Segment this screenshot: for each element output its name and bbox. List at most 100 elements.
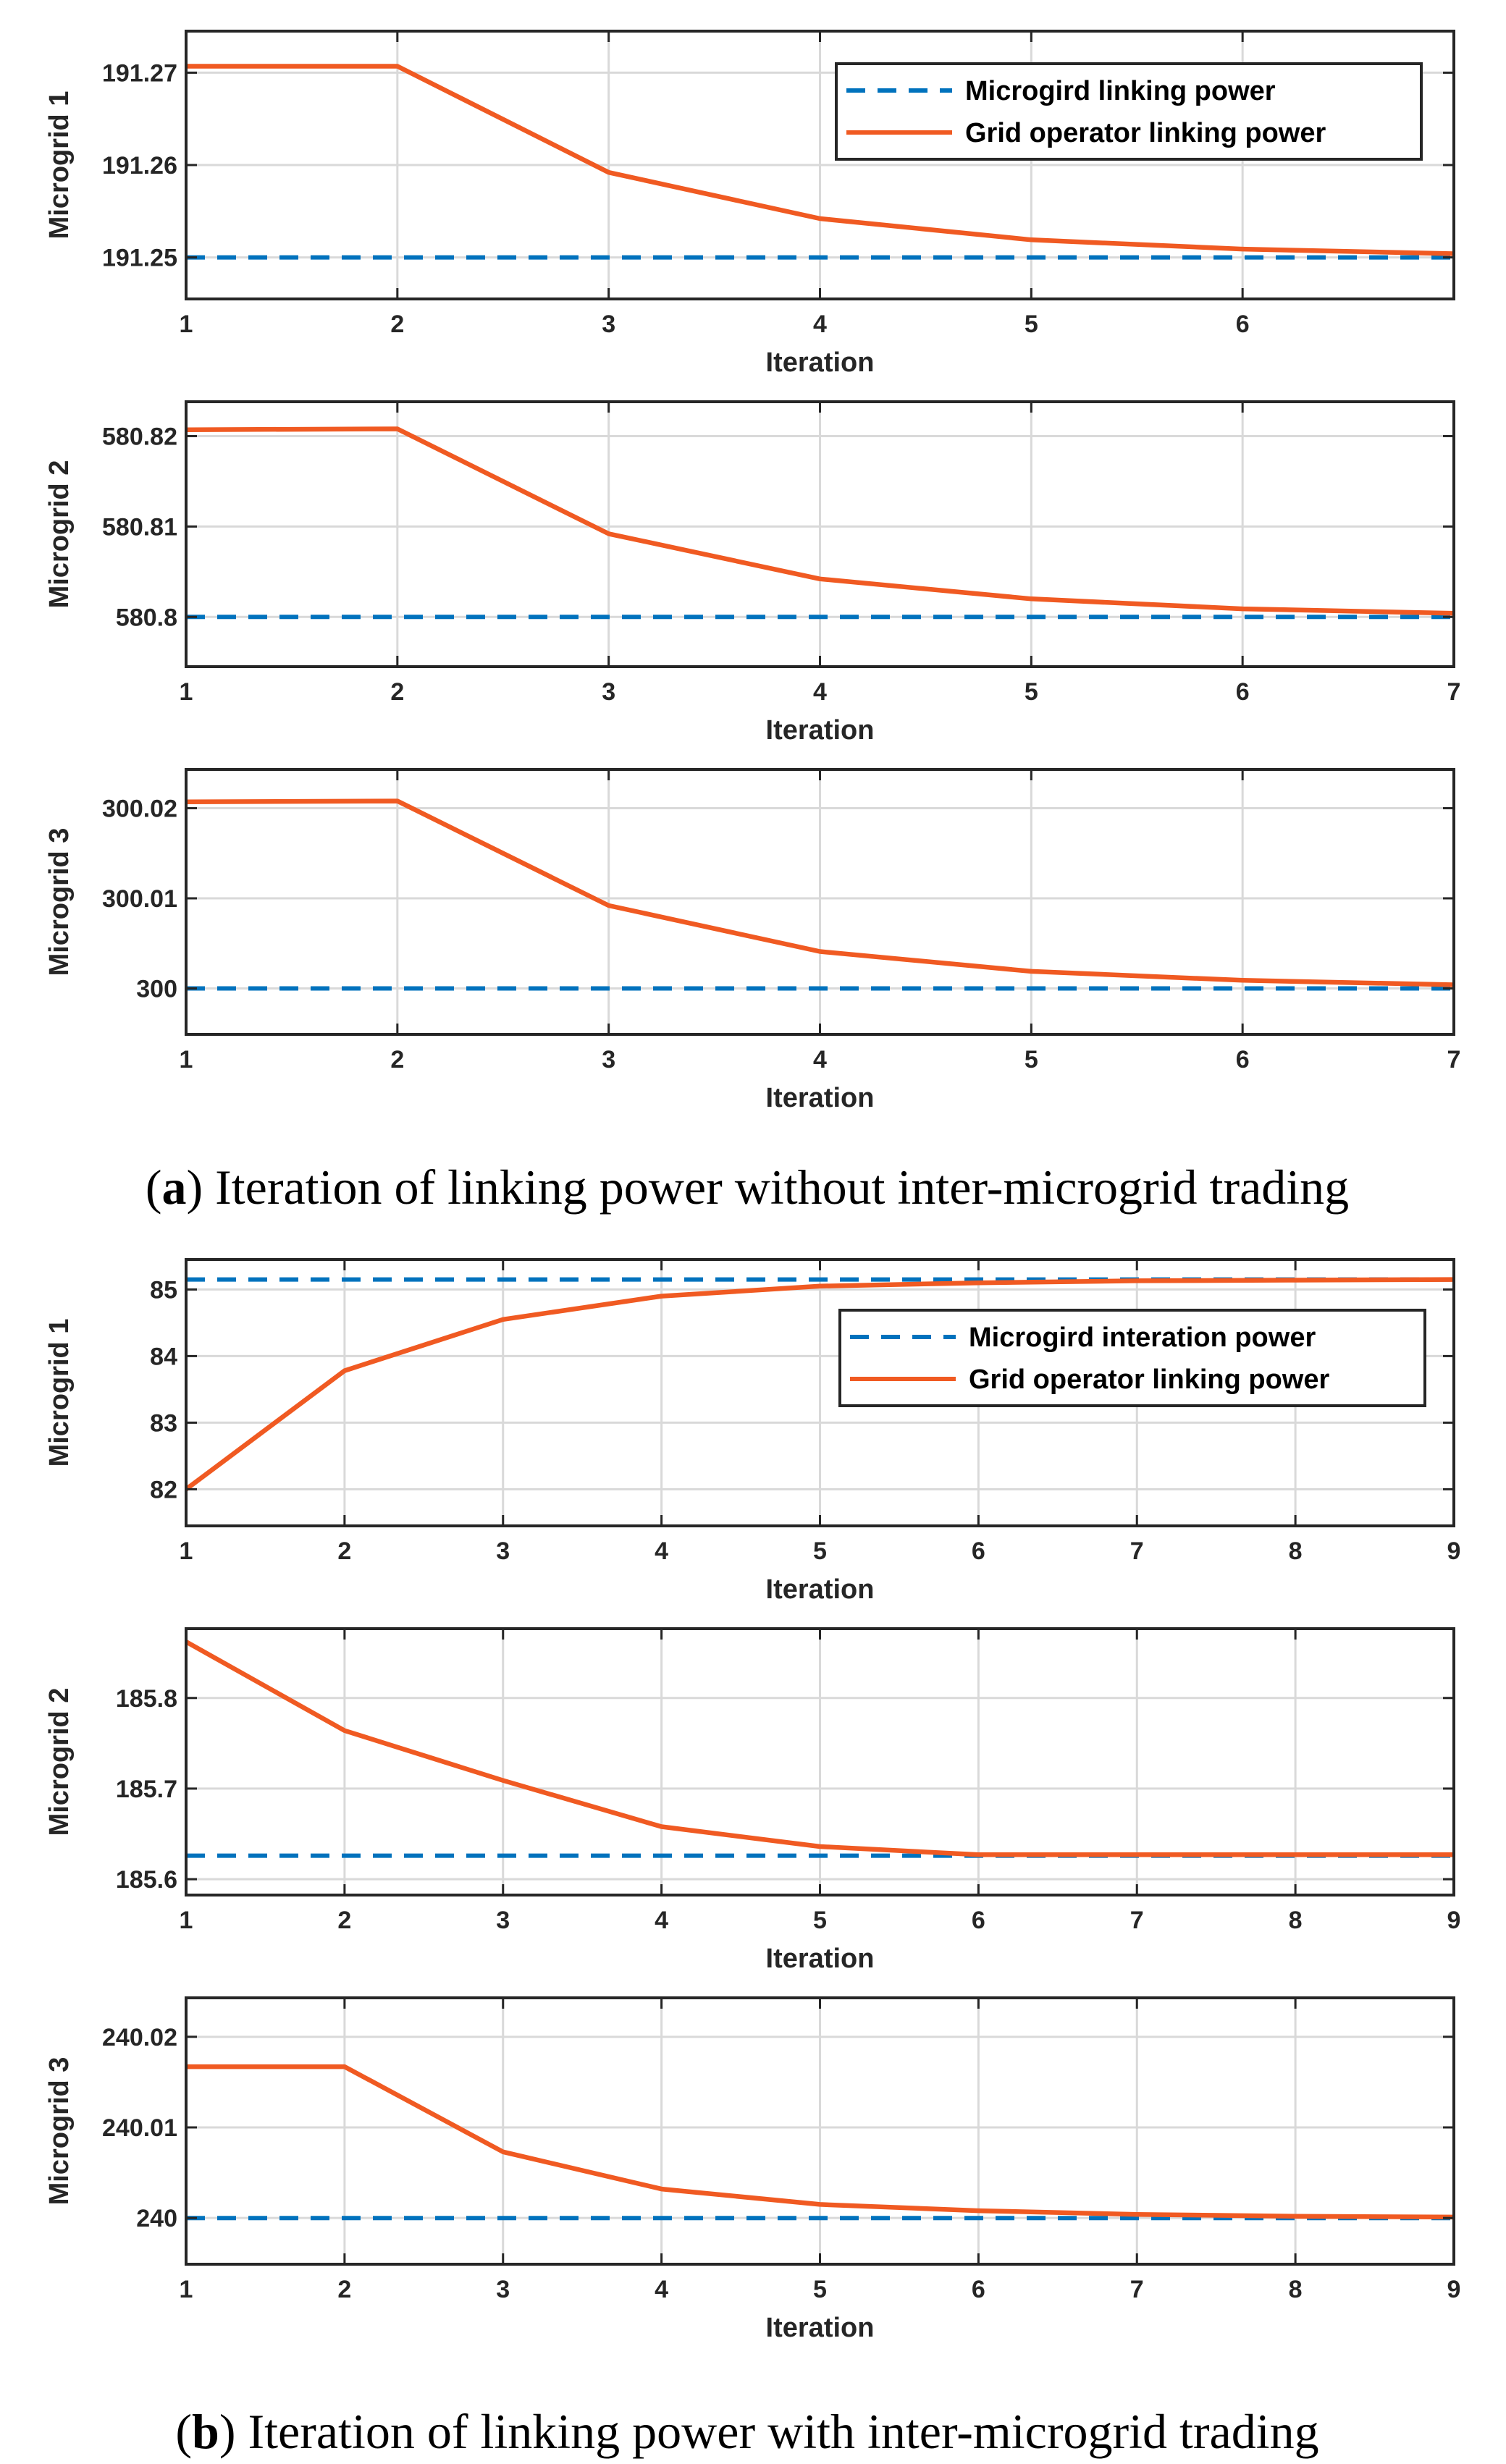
caption-a-label: a (161, 1160, 186, 1215)
x-tick-label: 2 (337, 2276, 351, 2303)
solid-series-line-a2 (185, 426, 1455, 616)
x-axis-label: Iteration (766, 1574, 875, 1605)
x-tick-label: 4 (813, 1046, 827, 1073)
chart-b1: 1 2 3 4 5 6 7 8 9 82 83 84 85 Iteration Microgrid 1 Mic… (44, 1258, 1461, 1605)
plots-layer: 1 2 3 4 5 6 191.25 191.26 191.27 Iteration Microgr… (44, 30, 1461, 2343)
legend: Microgird interation power Grid operator … (838, 1309, 1426, 1407)
solid-series-line-b2 (185, 1640, 1454, 1857)
x-tick-label: 3 (496, 1537, 510, 1565)
x-tick-label: 2 (390, 1046, 404, 1073)
x-tick-label: 9 (1447, 1907, 1461, 1934)
x-tick-label: 5 (1025, 678, 1038, 706)
x-tick-label: 8 (1289, 1907, 1303, 1934)
solid-series-line-a3 (185, 798, 1455, 987)
y-tick-label: 82 (150, 1476, 177, 1503)
x-tick-label: 6 (1236, 678, 1250, 706)
x-axis-label: Iteration (766, 1944, 875, 1974)
x-tick-label: 1 (180, 1046, 193, 1073)
y-axis-label: Microgrid 2 (44, 1688, 75, 1836)
solid-series-line-b1 (185, 1277, 1455, 1492)
y-tick-label: 191.27 (102, 59, 177, 87)
y-tick-label: 580.81 (102, 513, 177, 541)
x-tick-label: 5 (1025, 311, 1038, 338)
x-tick-label: 1 (180, 311, 193, 338)
y-tick-label: 83 (150, 1409, 177, 1437)
y-tick-label: 84 (150, 1343, 177, 1370)
x-tick-label: 7 (1130, 1907, 1144, 1934)
y-tick-label: 191.25 (102, 245, 177, 272)
y-axis-label: Microgrid 3 (44, 828, 75, 976)
chart-b2: 1 2 3 4 5 6 7 8 9 185.6 185.7 185.8 Iteration Microgr… (44, 1627, 1461, 1974)
x-tick-label: 1 (180, 678, 193, 706)
chart-b3: 1 2 3 4 5 6 7 8 9 240 240.01 240.02 Iteration Microgr… (44, 1996, 1461, 2343)
y-tick-label: 85 (150, 1276, 177, 1304)
x-tick-label: 5 (813, 2276, 827, 2303)
x-tick-label: 6 (972, 1537, 985, 1565)
x-tick-label: 1 (180, 1537, 193, 1565)
y-axis-label: Microgrid 1 (44, 1319, 75, 1467)
y-tick-label: 580.8 (116, 604, 177, 631)
legend-box (835, 62, 1423, 161)
x-tick-label: 7 (1447, 1046, 1461, 1073)
legend-entry-label: Grid operator linking power (969, 1364, 1329, 1395)
x-tick-label: 4 (655, 2276, 668, 2303)
y-axis-label: Microgrid 2 (44, 460, 75, 609)
x-tick-label: 6 (972, 1907, 985, 1934)
x-tick-label: 5 (813, 1907, 827, 1934)
x-tick-label: 9 (1447, 1537, 1461, 1565)
legend-entry-label: Microgird interation power (969, 1322, 1316, 1353)
x-tick-label: 6 (1236, 311, 1250, 338)
chart-a2: 1 2 3 4 5 6 7 580.8 580.81 580.82 Iteration Microgr… (44, 400, 1461, 746)
x-tick-label: 5 (1025, 1046, 1038, 1073)
x-tick-label: 6 (972, 2276, 985, 2303)
x-axis-label: Iteration (766, 1083, 875, 1113)
x-tick-label: 8 (1289, 1537, 1303, 1565)
y-tick-label: 300.01 (102, 885, 177, 913)
x-axis-label: Iteration (766, 347, 875, 378)
x-tick-label: 1 (180, 2276, 193, 2303)
x-tick-label: 7 (1130, 2276, 1144, 2303)
y-tick-label: 580.82 (102, 423, 177, 450)
y-tick-label: 185.6 (116, 1866, 177, 1894)
y-tick-label: 240.01 (102, 2114, 177, 2142)
x-tick-label: 3 (602, 678, 615, 706)
x-axis-label: Iteration (766, 2313, 875, 2343)
y-tick-label: 191.26 (102, 152, 177, 180)
x-tick-label: 4 (813, 311, 827, 338)
x-tick-label: 5 (813, 1537, 827, 1565)
y-tick-label: 300 (136, 976, 177, 1003)
chart-a1: 1 2 3 4 5 6 191.25 191.26 191.27 Iteration Microgr… (44, 30, 1455, 378)
x-tick-label: 6 (1236, 1046, 1250, 1073)
solid-series-line-b3 (186, 2064, 1455, 2220)
y-axis-label: Microgrid 3 (44, 2057, 75, 2206)
caption-a: (a) Iteration of linking power without i… (146, 1160, 1349, 1215)
y-tick-label: 185.8 (116, 1685, 177, 1713)
x-tick-label: 3 (602, 1046, 615, 1073)
x-tick-label: 2 (337, 1537, 351, 1565)
y-tick-label: 300.02 (102, 796, 177, 823)
solid-series-line-a1 (186, 64, 1455, 256)
x-tick-label: 7 (1447, 678, 1461, 706)
legend-entry-label: Grid operator linking power (965, 118, 1326, 148)
caption-a-text: Iteration of linking power without inter… (203, 1160, 1349, 1215)
y-tick-label: 240 (136, 2205, 177, 2232)
x-tick-label: 2 (390, 311, 404, 338)
y-tick-label: 240.02 (102, 2024, 177, 2051)
x-tick-label: 9 (1447, 2276, 1461, 2303)
x-tick-label: 8 (1289, 2276, 1303, 2303)
caption-b: (b) Iteration of linking power with inte… (175, 2404, 1318, 2459)
x-tick-label: 3 (496, 1907, 510, 1934)
caption-b-label: b (192, 2404, 219, 2459)
y-tick-label: 185.7 (116, 1776, 177, 1803)
y-axis-label: Microgrid 1 (44, 91, 75, 240)
x-tick-label: 2 (390, 678, 404, 706)
x-tick-label: 4 (655, 1537, 668, 1565)
x-tick-label: 2 (337, 1907, 351, 1934)
chart-a3: 1 2 3 4 5 6 7 300 300.01 300.02 Iteration Microgrid… (44, 768, 1461, 1113)
legend-entry-label: Microgird linking power (965, 76, 1276, 106)
x-axis-label: Iteration (766, 715, 875, 746)
x-tick-label: 7 (1130, 1537, 1144, 1565)
x-tick-label: 1 (180, 1907, 193, 1934)
x-tick-label: 4 (813, 678, 827, 706)
